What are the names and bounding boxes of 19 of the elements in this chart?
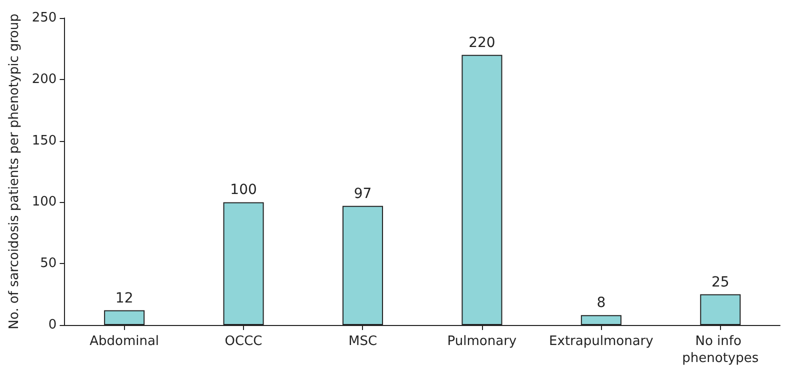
data-label: 220 [468, 34, 496, 51]
data-label: 100 [230, 182, 257, 198]
y-tick-label: 100 [32, 194, 57, 210]
y-axis-title: No. of sarcoidosis patients per phenotypic group [7, 14, 22, 330]
data-label: 12 [115, 290, 134, 306]
y-tick-label: 250 [32, 10, 57, 26]
x-tick-label: Extrapulmonary [549, 334, 654, 349]
y-tick-label: 0 [48, 318, 57, 332]
x-tick-label: OCCC [224, 334, 262, 349]
data-label: 97 [354, 186, 372, 202]
x-tick-label: No info phenotypes [682, 334, 759, 366]
x-tick-label: Pulmonary [447, 334, 517, 349]
y-tick-label: 50 [40, 256, 57, 272]
y-tick-label: 150 [32, 133, 57, 148]
x-tick-label: Abdominal [90, 334, 160, 349]
x-tick-label: MSC [348, 334, 378, 349]
y-tick-label: 200 [32, 72, 57, 87]
data-label: 25 [711, 274, 730, 290]
data-label: 8 [596, 295, 606, 312]
